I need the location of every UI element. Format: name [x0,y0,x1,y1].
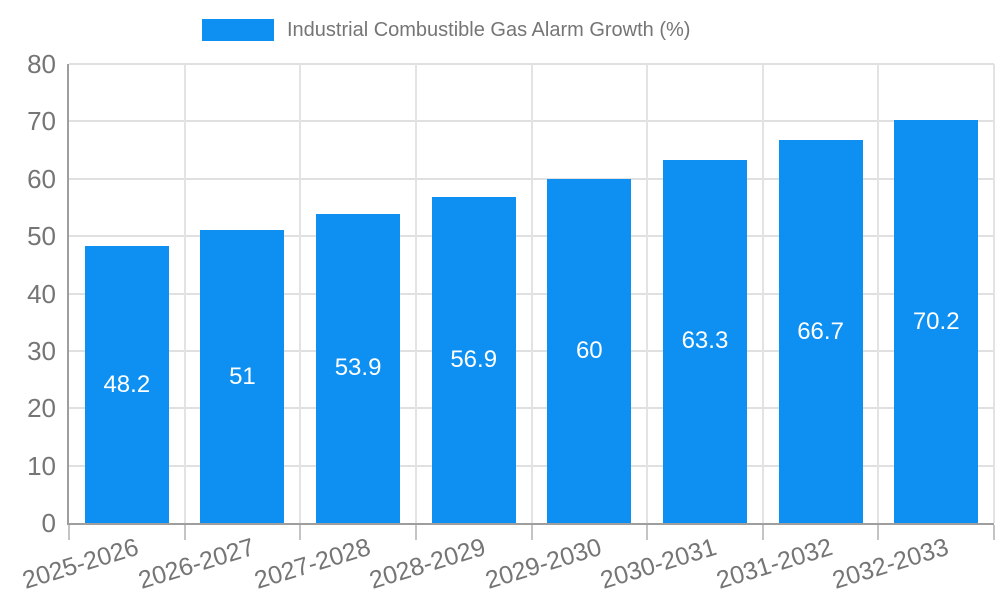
axis-tick [646,525,649,540]
bar-value-label: 60 [575,336,603,364]
x-tick-label: 2029-2030 [481,533,605,595]
y-tick-label: 60 [27,163,56,194]
y-tick-label: 0 [41,508,56,538]
y-tick-label: 10 [27,450,56,481]
gridline-vertical [183,64,186,523]
y-tick-label: 40 [27,278,56,309]
legend[interactable]: Industrial Combustible Gas Alarm Growth … [202,19,690,41]
axis-tick [299,525,302,540]
bar[interactable] [432,196,516,523]
bar-value-label: 63.3 [681,327,729,355]
gridline-vertical [530,64,533,523]
gridline-vertical [993,64,995,523]
x-tick-label: 2031-2032 [713,533,836,595]
bar-value-label: 70.2 [912,307,960,335]
gridline-vertical [761,64,764,523]
x-tick-label: 2025-2026 [19,533,142,595]
legend-swatch[interactable] [202,19,274,41]
gridline-vertical [646,64,649,523]
bar[interactable] [200,230,284,523]
axis-tick [530,525,533,540]
bar-value-label: 51 [229,362,256,390]
gridline-vertical [414,64,417,523]
plot-area [67,64,994,525]
bar-value-label: 53.9 [334,354,382,382]
x-tick-label: 2032-2033 [828,533,952,595]
y-tick-label: 70 [27,106,56,137]
y-tick-label: 80 [27,49,56,79]
x-tick-label: 2027-2028 [250,533,374,595]
bar-value-label: 56.9 [450,345,498,373]
axis-tick [183,525,186,540]
bar[interactable] [663,159,747,523]
axis-tick [414,525,417,540]
bar[interactable] [779,140,863,523]
axis-tick [993,525,995,540]
bar-value-label: 48.2 [103,370,151,398]
gridline-vertical [877,64,880,523]
bar[interactable] [85,246,169,523]
x-tick-label: 2028-2029 [366,533,489,595]
bar[interactable] [547,178,631,523]
x-tick-label: 2026-2027 [135,533,258,595]
x-tick-label: 2030-2031 [597,533,721,595]
axis-tick [68,525,70,540]
axis-tick [761,525,764,540]
axis-tick [877,525,880,540]
legend-label[interactable]: Industrial Combustible Gas Alarm Growth … [287,19,691,41]
gridline-vertical [299,64,302,523]
y-tick-label: 20 [27,393,56,424]
bar[interactable] [316,213,400,523]
y-tick-label: 30 [27,335,56,366]
bar[interactable] [894,120,978,523]
bar-value-label: 66.7 [797,317,844,345]
y-tick-label: 50 [27,221,56,252]
